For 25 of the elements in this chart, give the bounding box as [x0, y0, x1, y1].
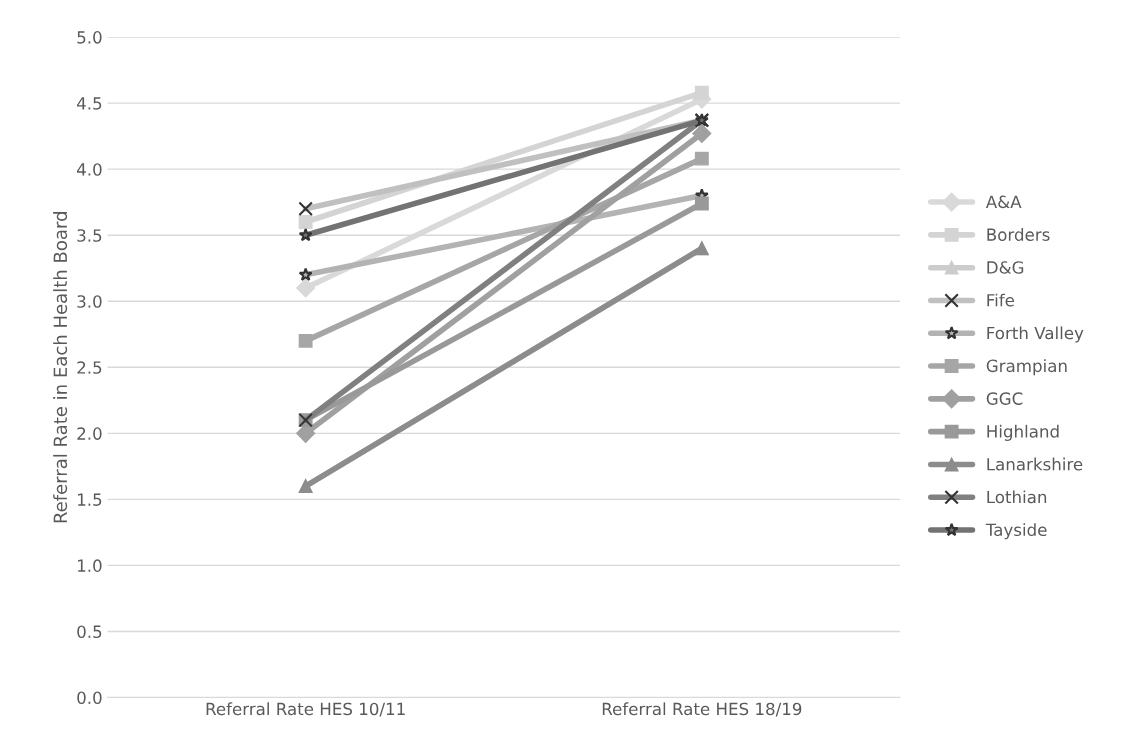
x-tick-label: Referral Rate HES 18/19	[602, 702, 802, 717]
legend-label: Borders	[987, 228, 1050, 241]
legend-label: Forth Valley	[987, 326, 1084, 343]
legend-label: Grampian	[986, 359, 1067, 376]
y-tick-label: 4.5	[76, 97, 102, 110]
y-tick-label: 0.5	[77, 625, 102, 639]
legend-label: Tayside	[985, 523, 1047, 540]
y-tick-label: 0.0	[77, 691, 102, 705]
legend-label: D&G	[987, 261, 1024, 274]
y-tick-label: 4.0	[76, 163, 102, 176]
y-axis-title: Referral Rate in Each Health Board	[53, 212, 68, 523]
legend-label: GGC	[986, 392, 1023, 405]
legend-label: Lothian	[987, 490, 1047, 504]
y-tick-label: 1.5	[78, 493, 102, 506]
y-tick-label: 1.0	[78, 559, 102, 572]
x-tick-label: Referral Rate HES 10/11	[206, 702, 405, 717]
y-tick-label: 2.5	[77, 361, 102, 374]
y-tick-label: 3.0	[77, 295, 102, 308]
y-tick-label: 2.0	[77, 427, 102, 440]
y-tick-label: 5.0	[77, 31, 102, 44]
legend-label: Lanarkshire	[987, 457, 1083, 471]
y-tick-label: 3.5	[77, 229, 102, 242]
legend-label: Fife	[987, 293, 1015, 307]
legend-label: Highland	[987, 424, 1059, 441]
legend-label: A&A	[985, 195, 1022, 209]
